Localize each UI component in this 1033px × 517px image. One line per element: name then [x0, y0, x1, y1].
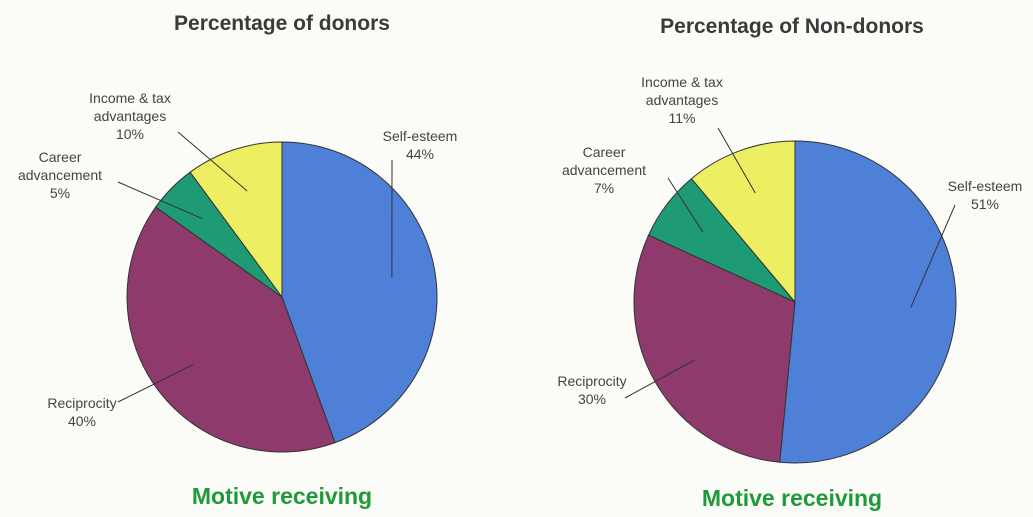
leader-line [624, 359, 695, 399]
pie-slice [126, 206, 336, 453]
slice-label: Reciprocity 40% [27, 394, 137, 430]
slice-name: Career advancement [561, 144, 647, 178]
pie-slice [779, 140, 957, 464]
slice-value: 44% [405, 146, 435, 162]
slice-name: Career advancement [17, 149, 103, 183]
leader-line [717, 127, 756, 194]
slice-label: Self-esteem 51% [930, 177, 1033, 213]
slice-value: 7% [593, 180, 615, 196]
slice-label: Income & tax advantages 11% [627, 73, 737, 127]
leader-line [910, 204, 956, 308]
slice-name: Reciprocity [47, 395, 117, 411]
slice-label: Career advancement 7% [549, 143, 659, 197]
leader-line [117, 364, 194, 403]
slice-value: 30% [577, 391, 607, 407]
slice-value: 5% [49, 185, 71, 201]
chart-title: Percentage of donors [174, 12, 390, 35]
slice-name: Self-esteem [382, 128, 458, 144]
slice-name: Reciprocity [557, 373, 627, 389]
pie-slice [690, 140, 796, 304]
leader-line [667, 177, 704, 233]
chart-title: Percentage of Non-donors [660, 15, 924, 38]
slice-label: Income & tax advantages 10% [75, 89, 185, 143]
chart-caption: Motive receiving [191, 483, 373, 509]
slice-label: Self-esteem 44% [365, 127, 475, 163]
slice-value: 40% [67, 413, 97, 429]
slice-label: Career advancement 5% [5, 148, 115, 202]
pie-slice [281, 141, 438, 444]
slice-value: 51% [970, 196, 1000, 212]
chart-caption: Motive receiving [701, 485, 883, 511]
leader-line [177, 131, 248, 192]
slice-value: 10% [115, 126, 145, 142]
leader-line [117, 181, 203, 220]
slice-name: Self-esteem [947, 178, 1023, 194]
pie-slice [633, 234, 796, 463]
slice-name: Income & tax advantages [641, 74, 723, 108]
slice-name: Income & tax advantages [89, 90, 171, 124]
slice-value: 11% [668, 110, 696, 126]
slice-label: Reciprocity 30% [537, 372, 647, 408]
pie-slice [189, 141, 283, 299]
